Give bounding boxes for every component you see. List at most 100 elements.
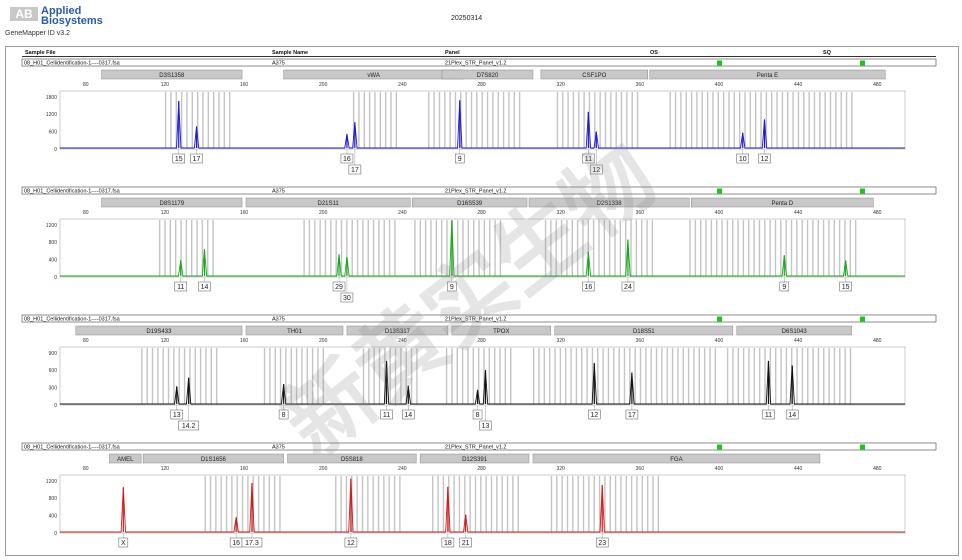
brand-name-line1: Applied [41,5,82,17]
allele-bin [393,476,396,532]
dye-panel-blue: 08_H01_Cellidentification-1----0317.fsa A… [21,58,937,175]
allele-bin [828,348,830,404]
allele-bin [543,348,546,404]
allele-bin [591,348,594,404]
header-divider [22,56,936,57]
allele-bin [851,92,853,148]
marker-label: D19S433 [146,329,172,335]
allele-bin [492,92,494,148]
x-tick-label: 480 [873,82,882,88]
watermark: 新黄实生物 [266,125,674,474]
allele-bin [199,348,202,404]
report-date: 20250314 [451,15,483,22]
allele-bin [236,476,238,532]
ab-logo-icon: AB [10,7,38,21]
marker-label: FGA [670,457,682,463]
allele-bin [732,220,734,276]
allele-bin [758,348,761,404]
allele-bin [556,476,558,532]
allele-bin [351,220,353,276]
allele-bin [346,220,348,276]
allele-call-box [340,292,354,303]
allele-bin [374,92,376,148]
allele-bin [169,220,172,276]
x-tick-label: 400 [715,82,724,88]
allele-bin [517,476,519,532]
allele-bin [433,92,435,148]
allele-call-box [762,409,775,420]
allele-bin [685,92,687,148]
sample-info-row [21,442,937,451]
allele-bin [602,348,604,404]
x-tick-label: 320 [556,466,565,472]
allele-bin [562,92,564,148]
allele-bin [582,220,584,276]
allele-call-box [839,281,852,292]
x-tick-label: 440 [794,338,803,344]
marker-label: D7S820 [477,73,499,79]
x-tick-label: 280 [477,82,486,88]
y-tick-label: 0 [54,147,57,153]
x-tick-label: 360 [636,466,645,472]
allele-call-box [278,409,289,420]
allele-bin [566,220,568,276]
allele-bin [698,348,700,404]
os-quality-flag [717,316,722,322]
allele-bin [835,92,837,148]
plot-area [59,474,906,534]
allele-call-label: 14 [404,412,412,419]
marker-bar [540,69,648,80]
allele-bin [792,92,794,148]
allele-bin [467,348,469,404]
allele-bin [146,348,148,404]
allele-bin [657,476,660,532]
allele-bin [394,220,396,276]
allele-bin [464,476,466,532]
allele-call-box [758,153,771,164]
allele-bin [593,476,595,532]
x-tick-label: 240 [398,210,407,216]
allele-bin [796,348,798,404]
allele-bin [317,348,319,404]
allele-bin [693,348,695,404]
allele-bin [748,220,750,276]
allele-bin [709,348,711,404]
allele-bin [340,476,342,532]
allele-bin [559,348,562,404]
allele-call-box [332,281,346,292]
allele-bin [828,220,830,276]
column-header-sample-name: Sample Name [272,50,309,56]
allele-call-label: 8 [476,412,480,419]
allele-bin [588,476,590,532]
allele-bin [273,476,276,532]
allele-bin [303,220,305,276]
allele-bin [636,476,638,532]
marker-bar [451,325,552,336]
allele-bin [760,92,762,148]
allele-bin [201,220,204,276]
column-header-panel: Panel [445,50,460,56]
allele-call-label: 23 [598,540,606,547]
allele-call-box [172,153,185,164]
marker-bar [287,453,417,464]
x-tick-label: 200 [319,338,328,344]
y-tick-label: 600 [49,130,58,136]
allele-bin [489,220,491,276]
allele-bin [157,348,159,404]
allele-bin [634,348,636,404]
allele-bin [445,348,448,404]
allele-bin [345,476,348,532]
allele-bin [410,348,413,404]
allele-call-box [582,281,595,292]
allele-bin [780,220,782,276]
allele-bin [196,220,198,276]
allele-call-label: 24 [624,284,632,291]
allele-bin [769,348,772,404]
x-tick-label: 440 [794,210,803,216]
allele-bin [737,220,739,276]
marker-bar [101,69,243,80]
allele-bin [771,92,773,148]
allele-bin [646,220,648,276]
allele-bin [806,220,809,276]
allele-call-box [588,409,601,420]
